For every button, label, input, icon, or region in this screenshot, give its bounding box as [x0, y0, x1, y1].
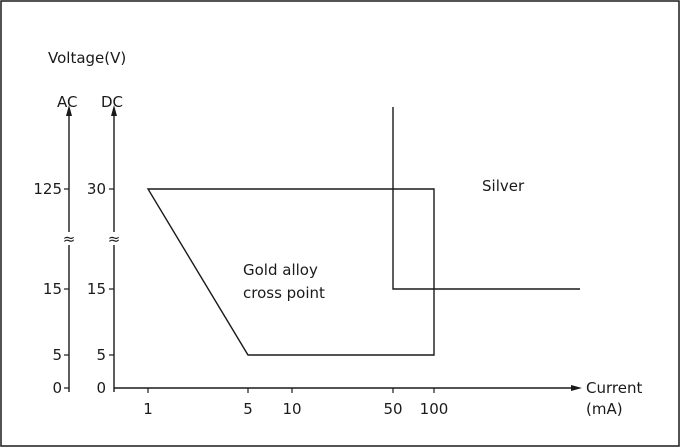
x-axis-arrowhead	[571, 385, 582, 391]
y-axis-title: Voltage(V)	[48, 49, 126, 67]
x-tick-label-10: 10	[282, 400, 301, 418]
x-tick-label-100: 100	[420, 400, 449, 418]
gold-alloy-label-line1: Gold alloy	[243, 261, 318, 279]
ac-axis-label: AC	[57, 93, 77, 111]
x-axis-title: Current	[586, 379, 642, 397]
dc-tick-label-15: 15	[87, 280, 106, 298]
ac-tick-label-15: 15	[43, 280, 62, 298]
gold-alloy-region	[146, 188, 435, 356]
x-axis-unit: (mA)	[586, 400, 623, 418]
ac-tick-label-5: 5	[52, 346, 62, 364]
dc-axis-break: ≈	[108, 230, 121, 248]
dc-tick-label-30: 30	[87, 180, 106, 198]
dc-tick-label-0: 0	[96, 379, 106, 397]
silver-label: Silver	[482, 177, 525, 195]
ac-tick-label-0: 0	[52, 379, 62, 397]
dc-axis-arrowhead	[111, 105, 117, 116]
ac-axis-arrowhead	[66, 105, 72, 116]
x-tick-label-5: 5	[243, 400, 253, 418]
dc-axis-label: DC	[101, 93, 123, 111]
gold-alloy-label-line2: cross point	[243, 284, 325, 302]
ac-tick-label-125: 125	[33, 180, 62, 198]
x-tick-label-50: 50	[383, 400, 402, 418]
x-tick-label-1: 1	[143, 400, 153, 418]
ac-axis-break: ≈	[63, 230, 76, 248]
silver-region	[392, 107, 580, 290]
dc-tick-label-5: 5	[96, 346, 106, 364]
